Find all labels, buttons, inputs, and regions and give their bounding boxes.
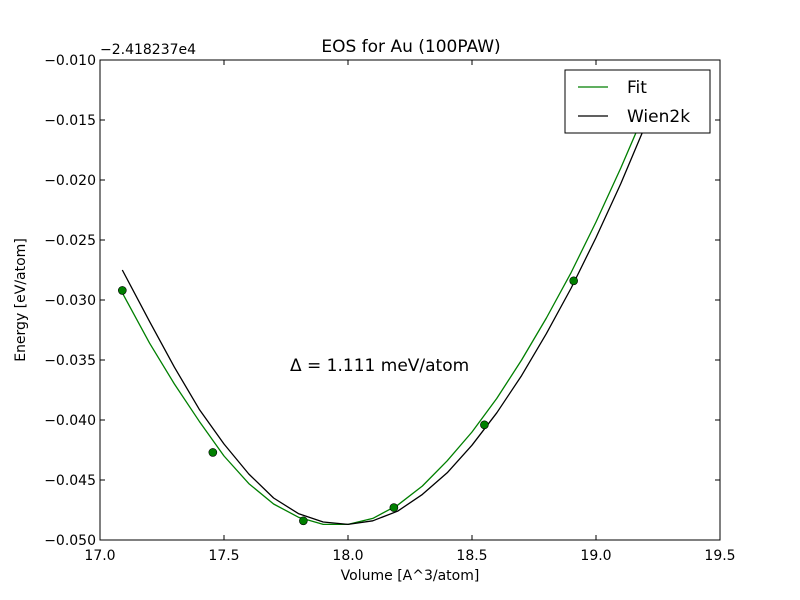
- x-tick-label: 18.0: [332, 548, 363, 564]
- y-tick-label: −0.025: [44, 233, 96, 249]
- series-line-wien2k: [121, 94, 659, 526]
- data-point: [389, 503, 399, 512]
- x-axis-ticks: 17.0 17.5 18.0 18.5 19.0 19.5: [84, 60, 736, 564]
- y-axis-ticks: −0.010 −0.015 −0.020 −0.025 −0.030 −0.035 −0.0…: [44, 53, 720, 549]
- x-axis-label: Volume [A^3/atom]: [341, 568, 480, 584]
- y-tick-label: −0.035: [44, 353, 96, 369]
- data-points: [118, 276, 578, 526]
- data-point: [208, 448, 218, 457]
- data-point: [299, 516, 308, 526]
- y-tick-label: −0.020: [44, 173, 96, 189]
- y-tick-label: −0.045: [44, 473, 96, 489]
- legend-label-wien2k: Wien2k: [627, 107, 690, 127]
- x-tick-label: 19.5: [704, 548, 735, 564]
- y-tick-label: −0.015: [44, 113, 96, 129]
- data-point: [118, 286, 127, 295]
- x-tick-label: 18.5: [456, 548, 487, 564]
- chart-title: EOS for Au (100PAW): [321, 37, 500, 57]
- x-tick-label: 19.0: [580, 548, 611, 564]
- y-axis-label: Energy [eV/atom]: [13, 238, 29, 362]
- y-offset-text: −2.418237e4: [100, 42, 196, 58]
- data-point: [569, 276, 578, 286]
- y-tick-label: −0.010: [44, 53, 96, 69]
- legend-box: [564, 69, 711, 134]
- delta-annotation: Δ = 1.111 meV/atom: [290, 356, 469, 376]
- legend: Fit Wien2k: [564, 69, 711, 134]
- y-tick-label: −0.030: [44, 293, 96, 309]
- series-line-fit: [121, 110, 647, 526]
- series-layer: [121, 94, 659, 526]
- x-tick-label: 17.0: [84, 548, 115, 564]
- plot-frame: [99, 59, 721, 541]
- data-point: [480, 420, 489, 430]
- y-tick-label: −0.050: [44, 533, 96, 549]
- x-tick-label: 17.5: [208, 548, 239, 564]
- legend-label-fit: Fit: [627, 78, 647, 98]
- y-tick-label: −0.040: [44, 413, 96, 429]
